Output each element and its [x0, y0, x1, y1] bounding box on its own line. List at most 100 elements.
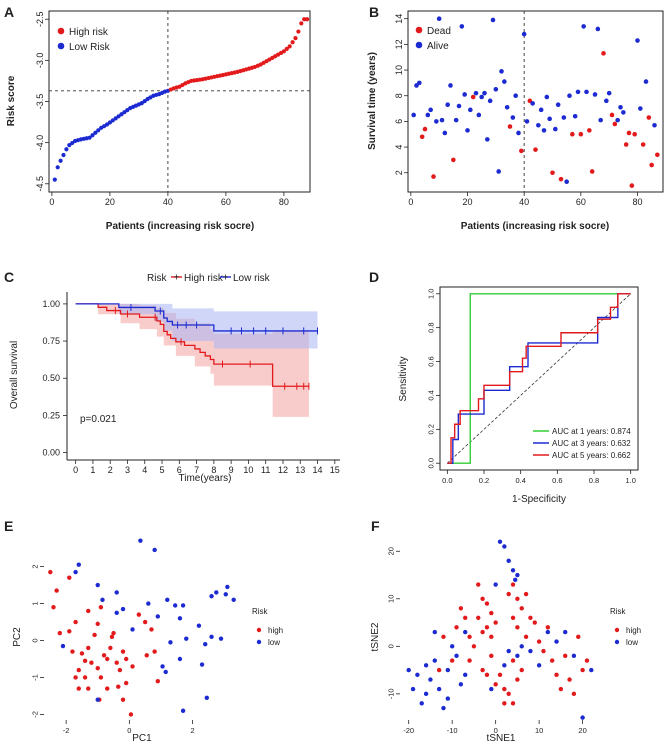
panel-e-high-point: [86, 686, 91, 691]
panel-b-dead-point: [431, 174, 436, 179]
panel-e-low-point: [172, 603, 178, 608]
panel-a-risk-point: [296, 29, 301, 34]
panel-b-dead-point: [578, 131, 584, 137]
panel-e-high-point: [73, 675, 78, 680]
panel-b-alive-point: [521, 31, 527, 37]
panel-a-risk-point: [52, 177, 57, 182]
panel-e-high-point: [92, 632, 97, 638]
panel-e-high-point: [76, 686, 81, 691]
panel-b-dead-point: [570, 131, 575, 137]
c-xtick-label: 6: [177, 465, 182, 475]
f-xtick-label: -10: [447, 726, 458, 735]
panel-e-high-point: [95, 666, 100, 671]
e-ytick-label: 1: [30, 601, 39, 605]
panel-b-alive-point: [453, 117, 459, 123]
panel-b-dead-point: [419, 134, 425, 140]
panel-c-letter: C: [4, 269, 14, 285]
panel-f-high-point: [567, 677, 572, 682]
panel-f-high-point: [471, 644, 477, 649]
panel-a-risk-point: [67, 143, 72, 148]
panel-f-low-point: [410, 686, 416, 692]
f-xtick-label: 20: [578, 726, 586, 735]
b-xtick-label: 20: [462, 197, 472, 207]
panel-d-plot-frame: [439, 286, 639, 471]
panel-e-legend-high-marker: [256, 627, 262, 633]
a-xtick-label: 20: [105, 197, 115, 207]
panel-e-low-point: [152, 547, 157, 553]
panel-b-alive-point: [448, 83, 453, 88]
panel-e-low-point: [203, 642, 208, 647]
panel-f-high-point: [515, 677, 520, 682]
a-ytick-label: -3.0: [35, 53, 45, 69]
panel-b-alive-point: [530, 101, 535, 106]
panel-f-high-point: [519, 606, 524, 611]
panel-f-high-point: [480, 629, 485, 635]
panel-e-low-point: [73, 569, 78, 575]
panel-a-risk-point: [139, 101, 144, 106]
a-ytick-label: -4.5: [35, 176, 45, 192]
panel-d-legend-5y-label: AUC at 5 years: 0.662: [552, 451, 631, 460]
panel-b-alive-point: [456, 103, 462, 109]
panel-b-alive-point: [581, 24, 586, 29]
panel-b-alive-point: [652, 122, 657, 128]
panel-e-legend: Risk high low: [252, 607, 283, 647]
panel-f-high-point: [454, 625, 459, 630]
panel-f-legend-high-marker: [614, 627, 620, 633]
panel-b-alive-point: [584, 89, 589, 95]
panel-b-dead-point: [550, 170, 555, 176]
panel-e-low-point: [155, 614, 161, 619]
panel-b-alive-point: [439, 117, 445, 123]
panel-f: F -20 -10 0 10 20 20 10 0 -10 tSNE1 tSNE2 Risk …: [370, 518, 641, 744]
panel-a-risk-point: [87, 135, 92, 140]
b-ytick-label: 14: [394, 14, 404, 24]
panel-e: E -2 0 2 2 1 0 -1 -2 PC1 PC2 Risk high low: [4, 518, 283, 744]
panel-e-legend-low-label: low: [268, 638, 280, 647]
panel-b: B 0 20 40 60 80 2 4 6 8 10 12 14 Patients (increas…: [367, 4, 664, 232]
panel-f-high-point: [532, 620, 537, 625]
panel-f-high-point: [554, 672, 559, 678]
f-ytick-label: 20: [386, 547, 395, 555]
c-xtick-label: 10: [243, 465, 253, 475]
panel-e-low-point: [209, 593, 214, 599]
panel-b-alive-point: [606, 90, 612, 96]
panel-b-alive-point: [459, 24, 465, 29]
panel-f-high-point: [523, 634, 529, 640]
panel-d: D 0.0 0.2 0.4 0.6 0.8 1.0 0.00.20.40.60.81.0 …: [369, 269, 639, 505]
panel-f-legend-title: Risk: [610, 607, 627, 616]
panel-b-legend: Dead Alive: [415, 26, 451, 52]
panel-f-high-point: [549, 658, 555, 663]
panel-e-high-point: [76, 667, 81, 673]
f-ytick-label: 0: [386, 644, 395, 648]
panel-f-xlabel: tSNE1: [487, 733, 516, 744]
panel-b-alive-point: [502, 79, 507, 84]
panel-b-dead-point: [589, 169, 595, 174]
panel-a-risk-point: [305, 17, 310, 22]
panel-f-low-point: [528, 648, 533, 654]
panel-e-low-point: [231, 597, 236, 603]
panel-a-risk-point: [290, 40, 295, 45]
a-xtick-label: 80: [279, 197, 289, 207]
panel-f-high-point: [536, 639, 542, 644]
panel-a-xlabel: Patients (increasing risk socre): [106, 221, 254, 232]
panel-b-alive-point: [490, 17, 496, 23]
panel-d-legend-3y-label: AUC at 3 years: 0.632: [552, 439, 631, 448]
panel-a-risk-point: [287, 44, 292, 49]
panel-b-dead-point: [609, 112, 615, 118]
e-ytick-label: -2: [30, 711, 39, 718]
panel-f-low-point: [415, 672, 420, 678]
panel-a-risk-point: [302, 17, 307, 22]
panel-f-high-point: [506, 591, 511, 597]
panel-b-alive-point: [643, 79, 649, 84]
panel-a-letter: A: [4, 4, 14, 20]
panel-a-risk-point: [104, 122, 110, 127]
panel-b-alive-point: [547, 116, 552, 122]
panel-b-alive-point: [598, 117, 603, 123]
panel-a-risk-point: [284, 46, 289, 51]
panel-e-high-point: [57, 630, 63, 636]
panel-b-dead-point: [422, 126, 428, 132]
panel-b-x-ticks: 0 20 40 60 80: [408, 192, 643, 207]
panel-b-dead-point: [649, 162, 654, 168]
panel-b-alive-point: [496, 169, 501, 174]
panel-f-high-point: [467, 658, 472, 663]
panel-e-high-point: [114, 660, 119, 665]
